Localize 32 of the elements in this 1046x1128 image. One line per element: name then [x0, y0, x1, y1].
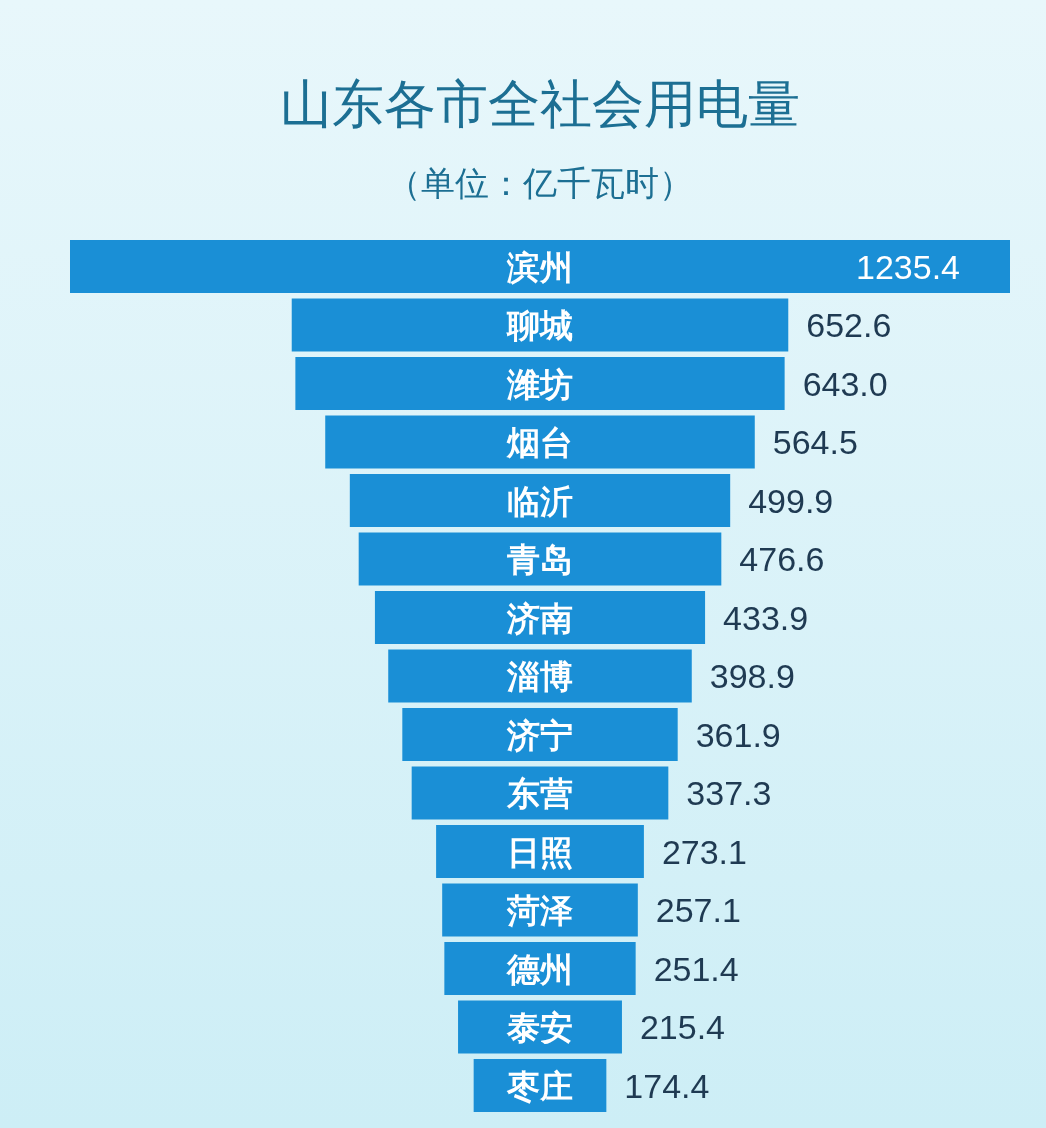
- text: （单位：亿千瓦时）: [387, 164, 693, 202]
- category-label: 滨州: [506, 248, 573, 286]
- category-label: 日照: [507, 833, 573, 871]
- data-label: 273.1: [661, 832, 747, 871]
- data-label: 257.1: [655, 891, 741, 929]
- category-label: 淄博: [506, 658, 573, 695]
- data-label: 174.4: [624, 1066, 710, 1105]
- text: 山东各市全社会用电量: [280, 75, 800, 133]
- category-label: 菏泽: [506, 892, 573, 929]
- data-label: 1235.4: [856, 247, 960, 286]
- data-label: 476.6: [739, 540, 825, 578]
- category-label: 潍坊: [506, 365, 573, 403]
- category-label: 济宁: [506, 716, 573, 754]
- category-label: 济南: [506, 599, 573, 637]
- data-label: 652.6: [806, 306, 892, 344]
- data-label: 337.3: [686, 774, 772, 812]
- data-label: 643.0: [802, 364, 888, 403]
- data-label: 215.4: [639, 1008, 726, 1046]
- data-label: 398.9: [709, 657, 795, 695]
- category-label: 青岛: [506, 541, 573, 578]
- category-label: 东营: [506, 775, 573, 812]
- category-label: 聊城: [506, 307, 573, 344]
- data-label: 433.9: [723, 598, 809, 637]
- data-label: 361.9: [695, 715, 781, 754]
- data-label: 499.9: [748, 481, 834, 520]
- data-label: 251.4: [653, 949, 739, 988]
- data-label: 564.5: [772, 423, 858, 461]
- category-label: 烟台: [506, 424, 573, 461]
- category-label: 泰安: [506, 1009, 573, 1046]
- category-label: 德州: [506, 950, 573, 988]
- category-label: 临沂: [507, 482, 573, 520]
- category-label: 枣庄: [506, 1067, 573, 1105]
